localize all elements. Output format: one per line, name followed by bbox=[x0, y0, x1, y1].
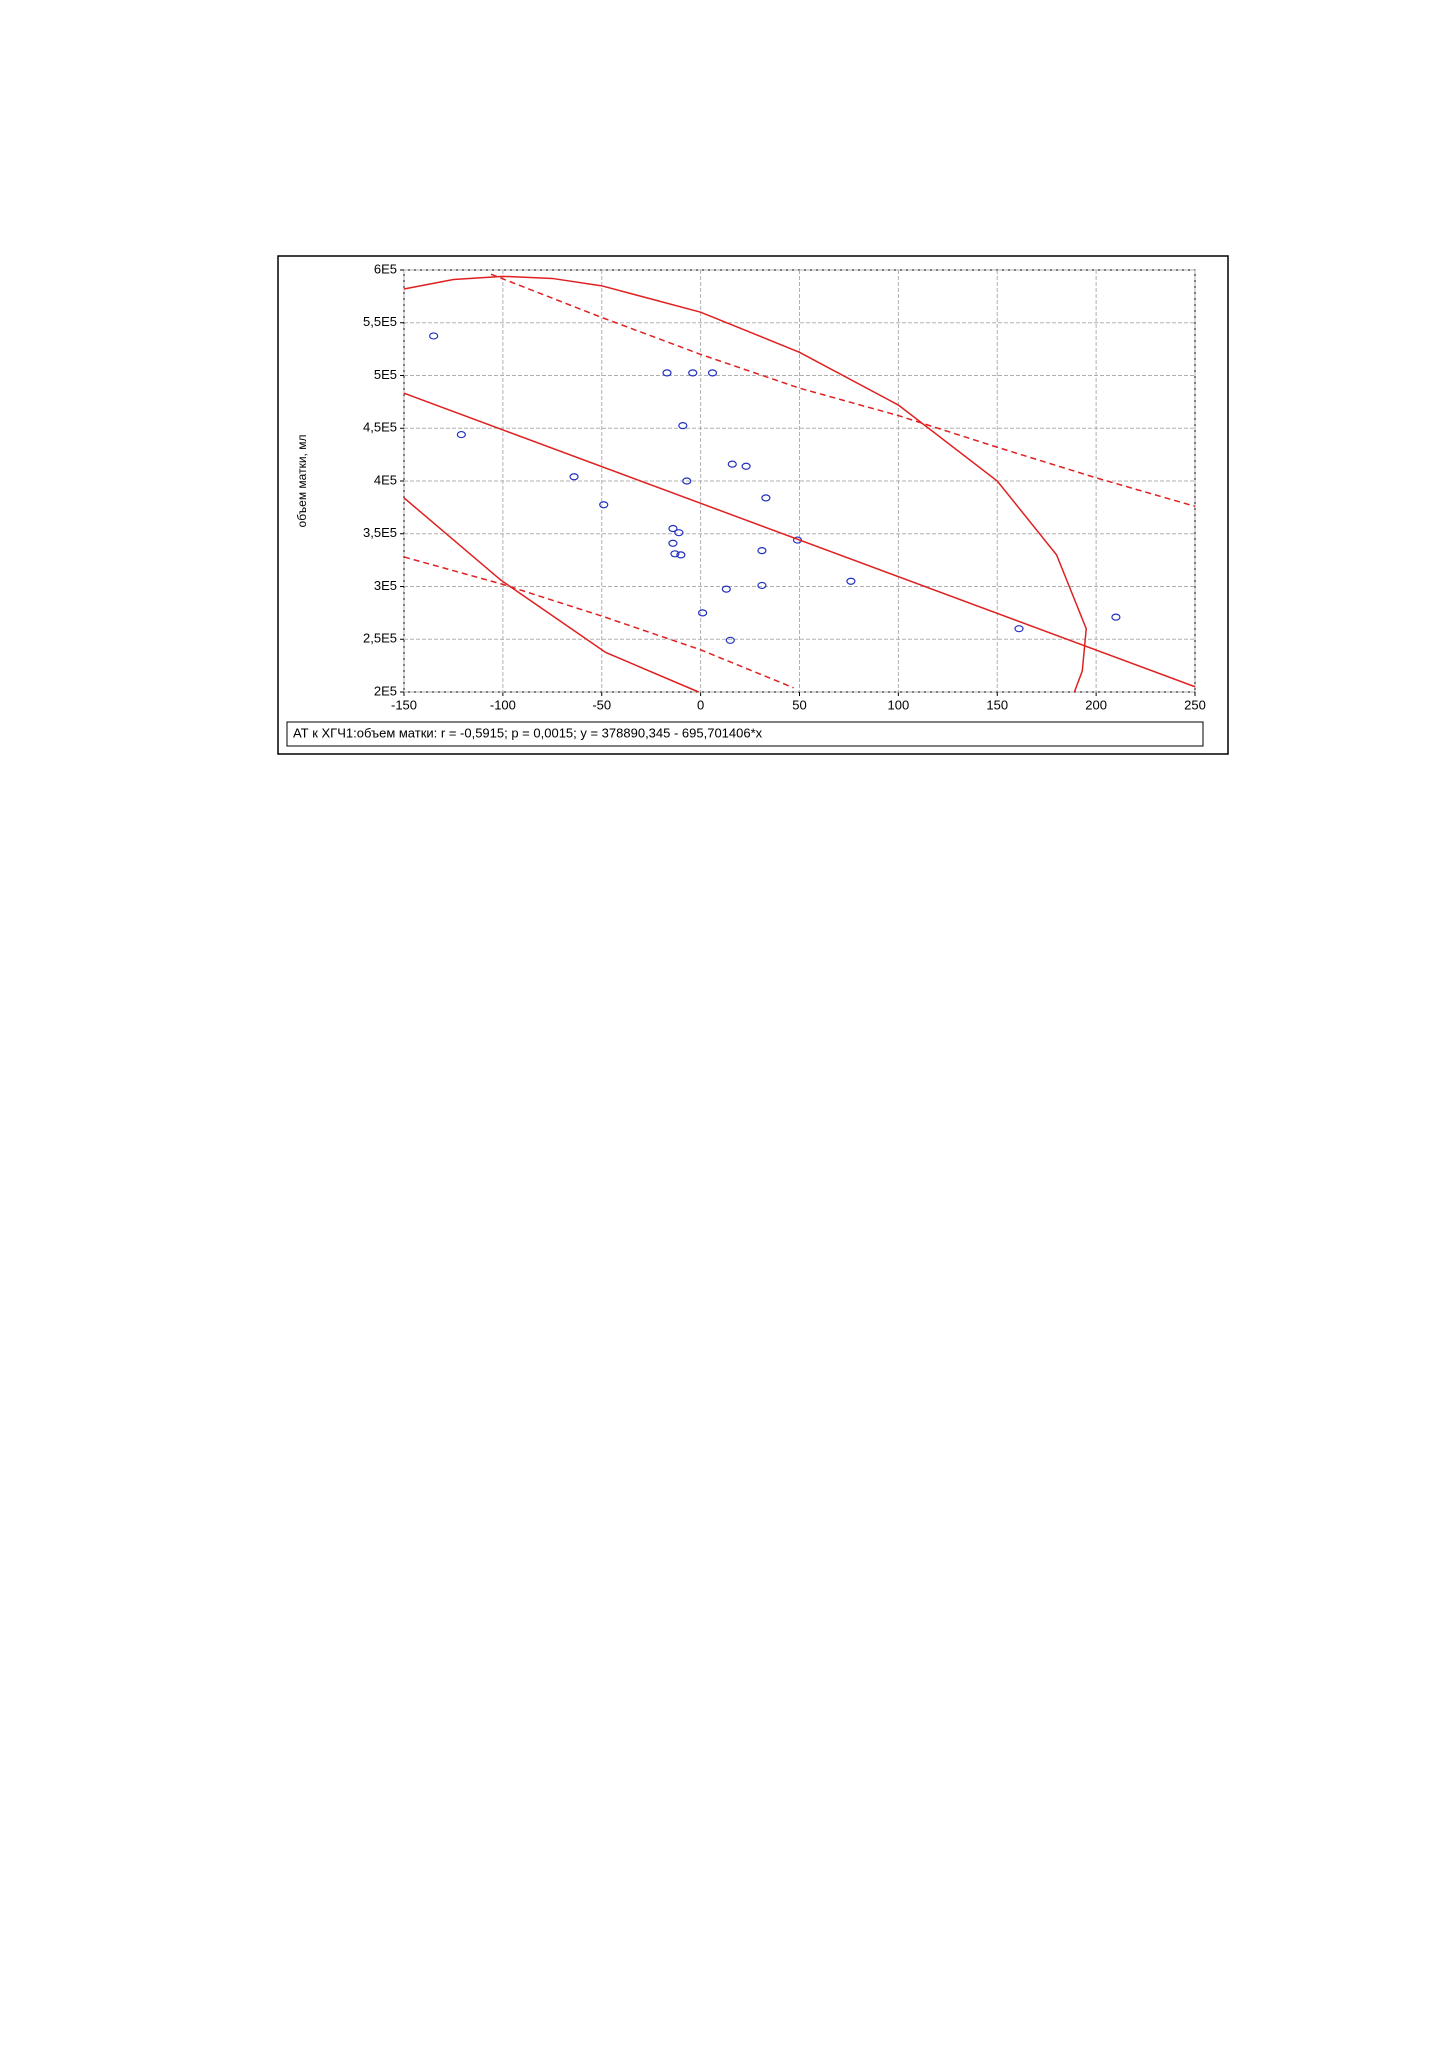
x-tick-label: 250 bbox=[1184, 697, 1206, 712]
scatter-point bbox=[757, 547, 767, 555]
x-tick-label: -50 bbox=[592, 697, 611, 712]
y-tick-label: 4,5E5 bbox=[363, 420, 397, 435]
x-tick-label: 0 bbox=[697, 697, 704, 712]
y-axis-label: объем матки, мл bbox=[295, 435, 309, 528]
scatter-point bbox=[569, 473, 579, 481]
scatter-point bbox=[757, 581, 767, 590]
y-tick-label: 3,5E5 bbox=[363, 525, 397, 540]
scatter-point bbox=[741, 462, 751, 470]
scatter-point bbox=[707, 369, 718, 377]
x-tick-label: -100 bbox=[490, 697, 516, 712]
x-tick-label: 50 bbox=[792, 697, 806, 712]
scatter-point bbox=[725, 636, 735, 644]
scatter-point bbox=[456, 430, 466, 439]
scatter-point bbox=[682, 477, 692, 485]
scatter-point bbox=[1014, 625, 1024, 633]
y-tick-label: 2E5 bbox=[374, 683, 397, 698]
scatter-point bbox=[721, 585, 731, 593]
scatter-point bbox=[668, 539, 678, 547]
y-tick-label: 2,5E5 bbox=[363, 631, 397, 646]
x-tick-label: 100 bbox=[888, 697, 910, 712]
fit-line bbox=[403, 497, 699, 693]
x-tick-label: 200 bbox=[1085, 697, 1107, 712]
scatter-point bbox=[846, 577, 856, 585]
scatter-point bbox=[599, 501, 609, 509]
y-tick-label: 5,5E5 bbox=[363, 314, 397, 329]
legend-box bbox=[286, 721, 1204, 747]
scatter-point bbox=[678, 422, 688, 430]
scatter-point bbox=[429, 332, 439, 340]
x-tick-label: 150 bbox=[986, 697, 1008, 712]
stats-annotation: АТ к ХГЧ1:объем матки: r = -0,5915; p = … bbox=[293, 725, 763, 740]
scatter-point bbox=[761, 494, 771, 502]
scatter-point bbox=[698, 609, 708, 617]
scatter-point bbox=[668, 524, 678, 533]
scatter-point bbox=[670, 550, 680, 558]
y-tick-label: 3E5 bbox=[374, 578, 397, 593]
scatter-point bbox=[674, 529, 684, 537]
y-tick-label: 6E5 bbox=[374, 261, 397, 276]
scatter-point bbox=[676, 551, 686, 559]
y-tick-label: 4E5 bbox=[374, 472, 397, 487]
fit-line bbox=[403, 556, 794, 689]
x-tick-label: -150 bbox=[391, 697, 417, 712]
fit-line bbox=[490, 273, 1196, 508]
scatter-point bbox=[688, 369, 698, 377]
fit-line bbox=[403, 275, 1088, 693]
scatter-point bbox=[662, 369, 672, 377]
scatter-point bbox=[1111, 613, 1121, 621]
scatter-point bbox=[727, 460, 737, 468]
fit-line bbox=[403, 392, 1196, 688]
y-tick-label: 5E5 bbox=[374, 367, 397, 382]
